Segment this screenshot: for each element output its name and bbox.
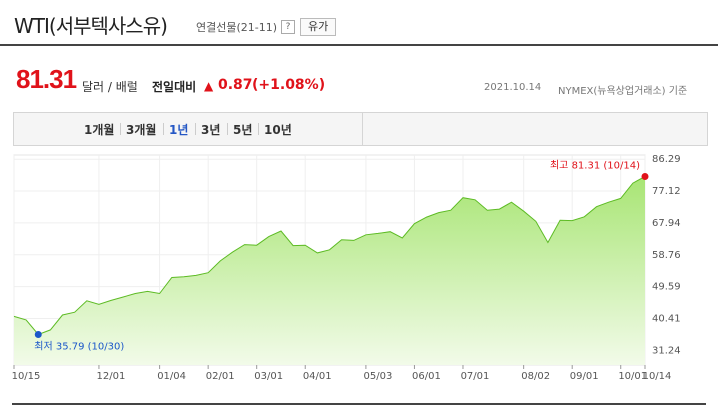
change-pct: (+1.08%) — [252, 77, 326, 93]
period-tab[interactable]: 5년 — [233, 123, 253, 137]
period-tab[interactable]: 10년 — [264, 123, 292, 137]
tab-separator — [227, 123, 228, 135]
x-tick-label: 10/15 — [12, 371, 41, 382]
divider — [12, 403, 706, 405]
tab-separator — [120, 123, 121, 135]
y-tick-label: 86.29 — [652, 154, 681, 165]
x-tick-label: 09/01 — [570, 371, 599, 382]
y-tick-label: 58.76 — [652, 250, 681, 261]
tab-separator — [195, 123, 196, 135]
oil-button[interactable]: 유가 — [300, 18, 337, 36]
subtitle: 연결선물(21-11) — [196, 21, 278, 34]
tab-separator — [163, 123, 164, 135]
title: WTI(서부텍사스유) — [14, 14, 168, 38]
max-point — [641, 172, 649, 180]
period-tab[interactable]: 1년 — [169, 123, 189, 137]
change: 0.87 — [218, 77, 253, 93]
tab-divider — [362, 113, 363, 145]
x-tick-label: 10/14 — [643, 371, 672, 382]
x-tick-label: 12/01 — [97, 371, 126, 382]
x-tick-label: 06/01 — [412, 371, 441, 382]
divider — [0, 44, 718, 46]
x-tick-label: 01/04 — [157, 371, 186, 382]
change-label: 전일대비 — [152, 80, 197, 94]
min-label: 최저 35.79 (10/30) — [34, 340, 124, 352]
y-tick-label: 49.59 — [652, 282, 681, 293]
unit: 달러 / 배럴 — [82, 80, 138, 94]
x-tick-label: 07/01 — [461, 371, 490, 382]
period-tab[interactable]: 3년 — [201, 123, 221, 137]
tab-separator — [258, 123, 259, 135]
y-tick-label: 67.94 — [652, 218, 681, 229]
period-tabs: 1개월 3개월 1년 3년 5년 10년 — [13, 112, 708, 146]
min-point — [34, 330, 42, 338]
date: 2021.10.14 — [484, 82, 542, 93]
x-tick-label: 08/02 — [521, 371, 550, 382]
x-tick-label: 02/01 — [206, 371, 235, 382]
help-icon[interactable]: ? — [281, 20, 295, 34]
area — [14, 176, 645, 365]
y-tick-label: 31.24 — [652, 345, 681, 356]
y-tick-label: 40.41 — [652, 313, 681, 324]
up-arrow: ▲ — [204, 79, 214, 93]
chart: 31.24 40.41 49.59 58.76 67.94 77.12 86.29 10/15… — [12, 154, 681, 382]
period-tab[interactable]: 1개월 — [84, 123, 115, 137]
y-tick-label: 77.12 — [652, 186, 681, 197]
max-label: 최고 81.31 (10/14) — [550, 159, 640, 171]
x-tick-label: 10/01 — [618, 371, 647, 382]
price: 81.31 — [16, 64, 77, 94]
x-tick-label: 04/01 — [303, 371, 332, 382]
x-tick-label: 03/01 — [254, 371, 283, 382]
line — [13, 176, 646, 336]
basis: NYMEX(뉴욕상업거래소) 기준 — [558, 86, 688, 97]
x-tick-label: 05/03 — [363, 371, 392, 382]
period-tab[interactable]: 3개월 — [126, 123, 157, 137]
